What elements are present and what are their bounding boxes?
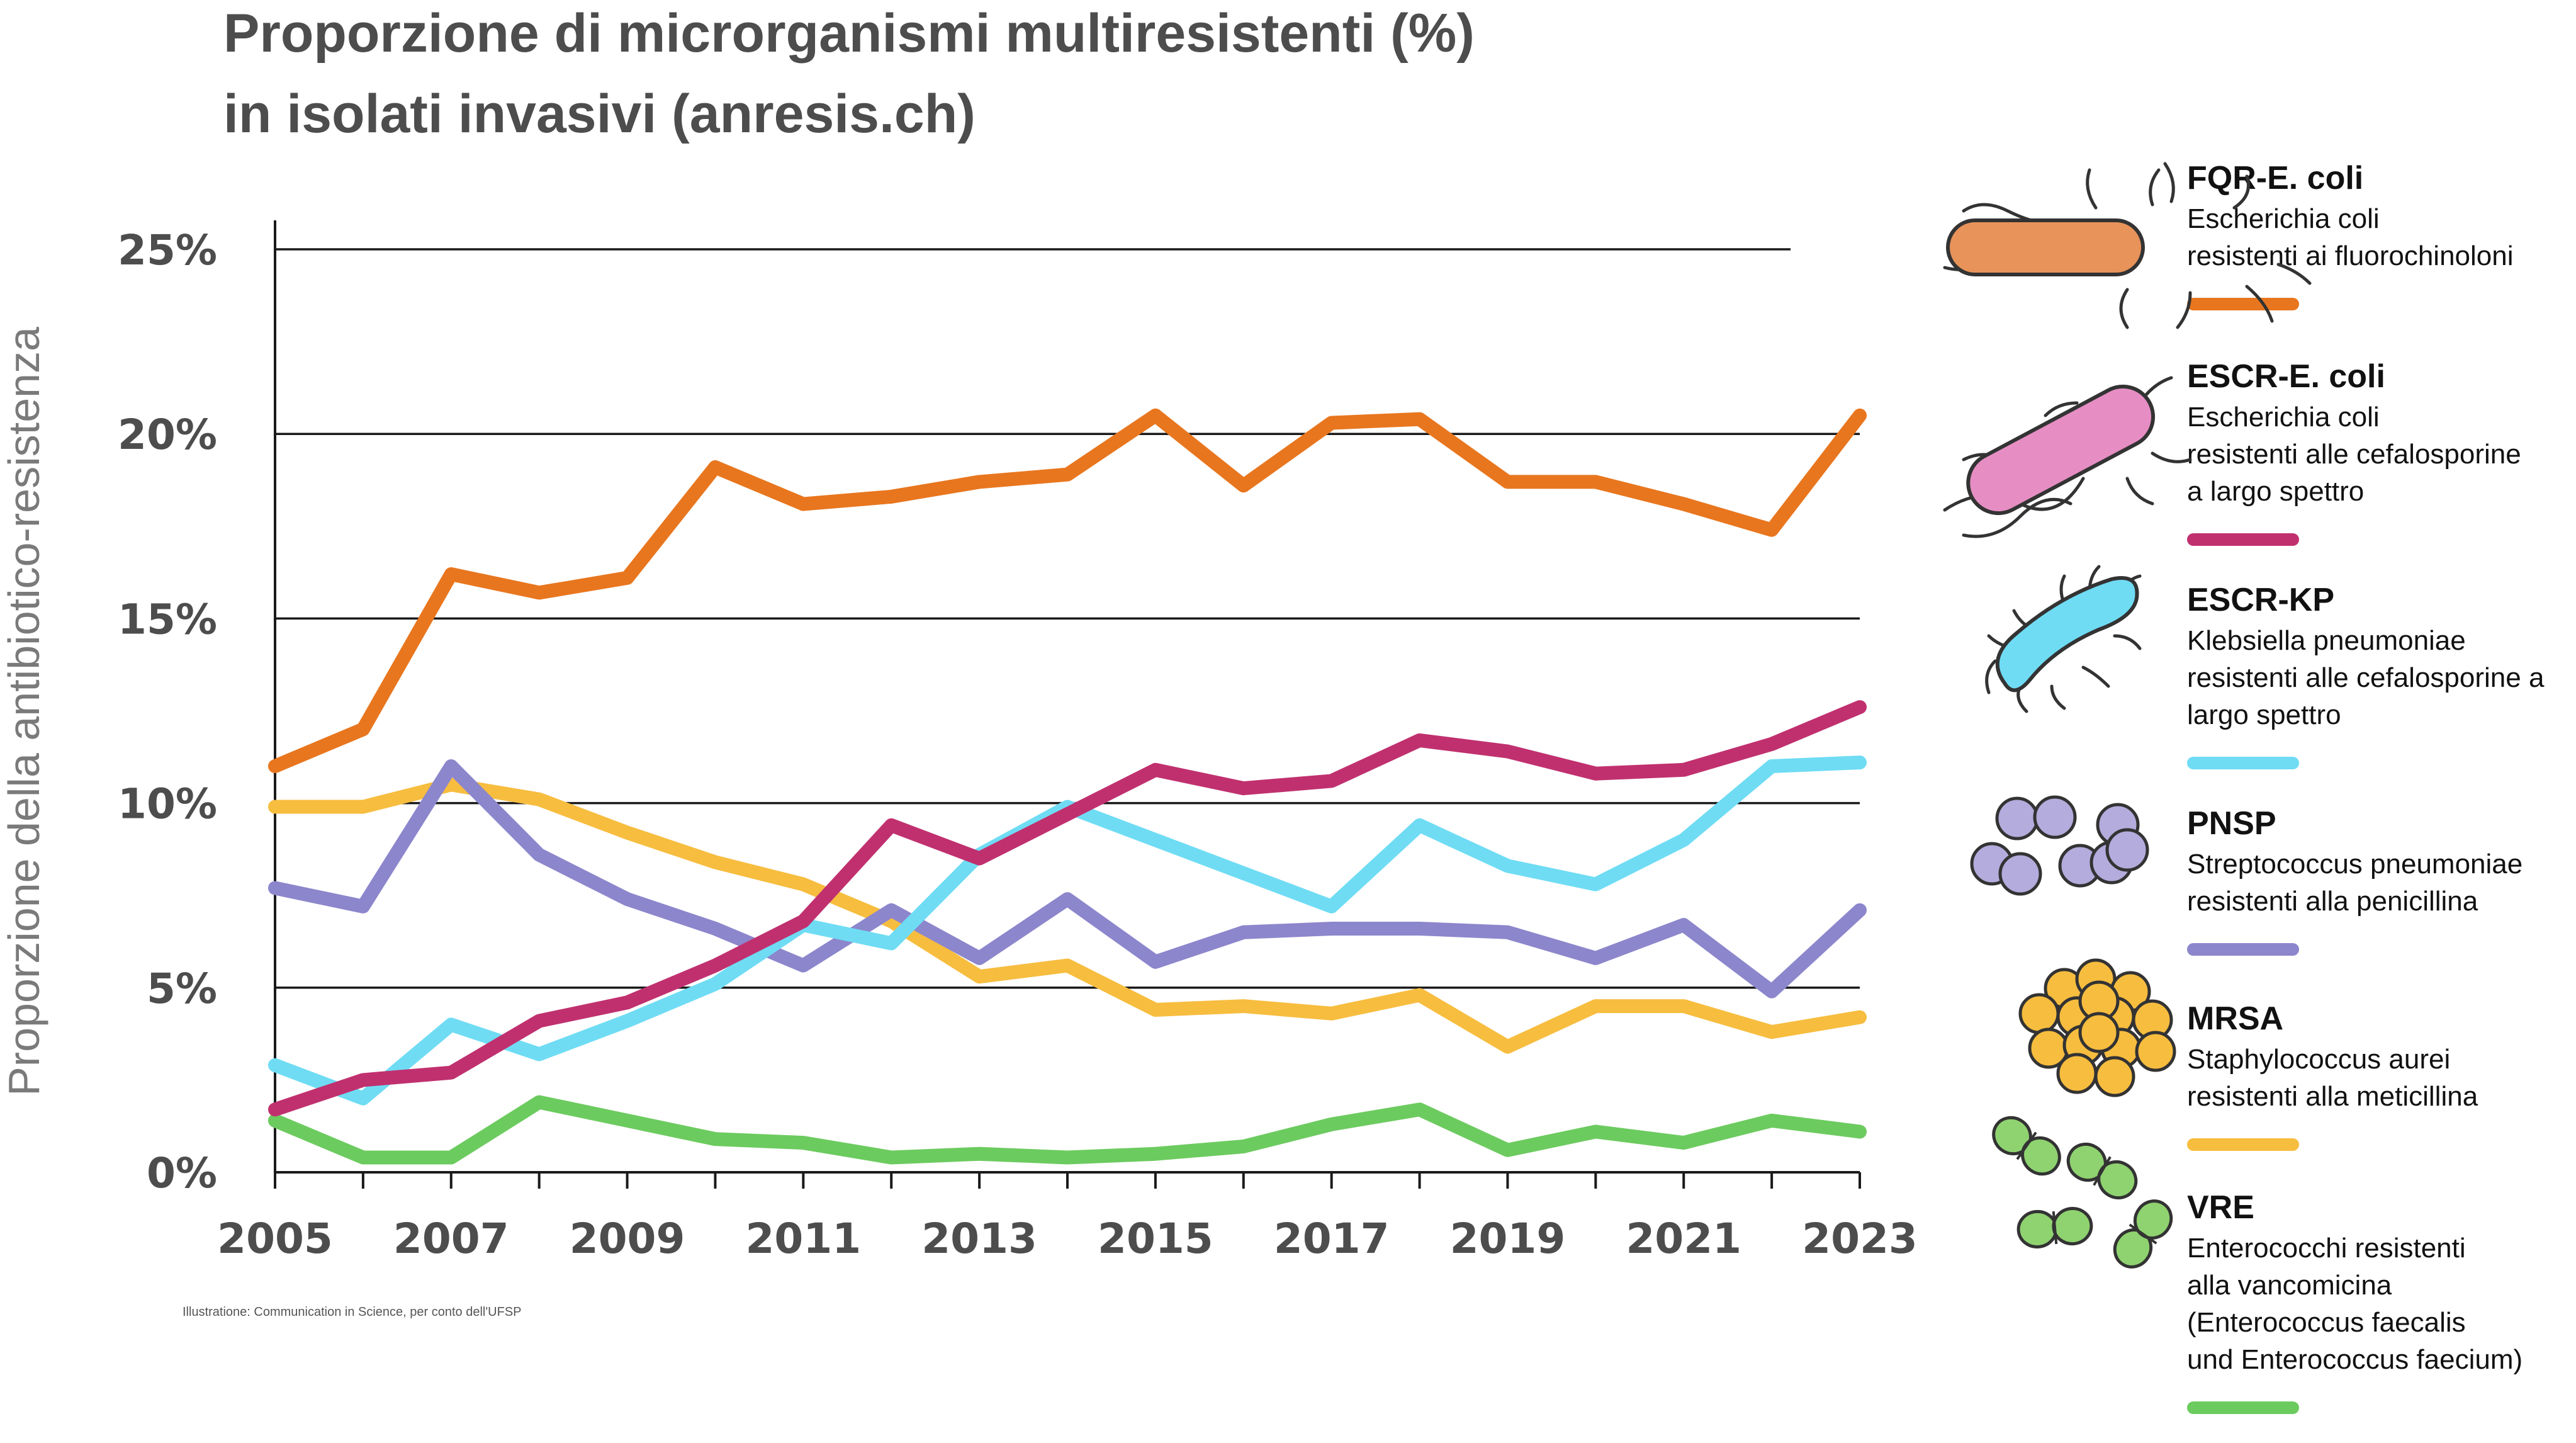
- legend-description-line: Enterococchi resistenti: [2187, 1233, 2466, 1264]
- diplococcus-purple-icon: [1970, 795, 2149, 896]
- y-tick-label: 5%: [147, 965, 217, 1013]
- legend-description-line: Staphylococcus aurei: [2187, 1044, 2450, 1075]
- legend-description-line: resistenti ai fluorochinoloni: [2187, 241, 2514, 271]
- legend-description-line: Escherichia coli: [2187, 203, 2380, 234]
- y-tick-label: 0%: [147, 1149, 217, 1197]
- x-tick-label: 2019: [1450, 1214, 1566, 1263]
- y-tick-label: 25%: [118, 226, 217, 274]
- x-tick-label: 2007: [393, 1214, 509, 1263]
- x-tick-label: 2011: [745, 1214, 861, 1263]
- legend-entry: MRSA Staphylococcus aurei resistenti alla …: [2187, 1000, 2478, 1151]
- legend-entry: PNSP Streptococcus pneumoniae resistenti a…: [2187, 805, 2523, 956]
- series-line-fqr-e-coli: [268, 408, 1867, 773]
- legend-title: VRE: [2187, 1189, 2254, 1226]
- legend-title: ESCR-KP: [2187, 582, 2334, 618]
- legend-title: ESCR-E. coli: [2187, 358, 2385, 395]
- x-tick-labels: 2005 2007 2009 2011 2013 2015 2017 2019 2021 2023: [217, 1214, 1918, 1263]
- legend: FQR-E. coli Escherichia coli resistenti ai…: [1943, 160, 2545, 1414]
- legend-description-line: Escherichia coli: [2187, 402, 2380, 433]
- legend-description-line: Streptococcus pneumoniae: [2187, 849, 2523, 880]
- legend-description-line: und Enterococcus faecium): [2187, 1344, 2523, 1375]
- chart-title: Proporzione di microrganismi multiresist…: [223, 3, 1475, 144]
- rod-bacterium-orange-icon: [1943, 162, 2312, 329]
- legend-description-line: resistenti alla meticillina: [2187, 1081, 2478, 1112]
- credit-text: Illustratione: Communication in Science,…: [183, 1305, 522, 1319]
- x-tick-label: 2013: [921, 1214, 1037, 1263]
- y-tick-label: 10%: [118, 780, 217, 829]
- legend-entry: FQR-E. coli Escherichia coli resistenti ai…: [2187, 160, 2514, 310]
- staphylococcus-yellow-icon: [2018, 958, 2176, 1097]
- series-lines: [268, 408, 1867, 1165]
- series-line-mrsa: [268, 778, 1867, 1054]
- x-tick-label: 2017: [1274, 1214, 1390, 1263]
- series-line-vre: [268, 1095, 1867, 1165]
- legend-description-line: resistenti alle cefalosporine a: [2187, 662, 2545, 693]
- credit: Illustratione: Communication in Science,…: [183, 1305, 522, 1319]
- y-tick-label: 20%: [118, 410, 217, 459]
- axes: [274, 220, 1861, 1189]
- legend-description-line: (Enterococcus faecalis: [2187, 1307, 2466, 1338]
- series-line-escr-e-coli: [268, 700, 1867, 1117]
- legend-title: MRSA: [2187, 1000, 2283, 1037]
- legend-description-line: alla vancomicina: [2187, 1270, 2392, 1301]
- legend-title: FQR-E. coli: [2187, 160, 2363, 196]
- legend-description-line: Klebsiella pneumoniae: [2187, 625, 2466, 656]
- x-tick-label: 2021: [1626, 1214, 1741, 1263]
- chart-title-line: in isolati invasivi (anresis.ch): [223, 84, 976, 144]
- x-tick-label: 2005: [217, 1214, 333, 1263]
- legend-entry: ESCR-KP Klebsiella pneumoniae resistenti a…: [2187, 582, 2545, 769]
- legend-entry: VRE Enterococchi resistenti alla vancomici…: [2187, 1189, 2523, 1414]
- legend-entry: ESCR-E. coli Escherichia coli resistenti a…: [2187, 358, 2521, 546]
- legend-description-line: resistenti alle cefalosporine: [2187, 439, 2521, 470]
- y-axis-label: Proporzione della antibiotico-resistenza: [0, 327, 48, 1096]
- x-tick-label: 2023: [1802, 1214, 1918, 1263]
- y-tick-label: 15%: [118, 595, 217, 643]
- rod-bacterium-pink-icon: [1943, 376, 2192, 538]
- x-tick-label: 2009: [570, 1214, 685, 1263]
- legend-description-line: largo spettro: [2187, 699, 2341, 730]
- curved-bacterium-blue-icon: [1985, 565, 2142, 713]
- y-axis-label-text: Proporzione della antibiotico-resistenza: [0, 327, 48, 1096]
- enterococcus-green-icon: [1992, 1116, 2173, 1269]
- legend-description-line: a largo spettro: [2187, 476, 2364, 507]
- x-tick-label: 2015: [1098, 1214, 1213, 1263]
- legend-title: PNSP: [2187, 805, 2276, 842]
- y-tick-labels: 0% 5% 10% 15% 20% 25%: [118, 226, 217, 1197]
- series-line-pnsp: [268, 759, 1867, 999]
- legend-description-line: resistenti alla penicillina: [2187, 886, 2478, 917]
- chart-title-line: Proporzione di microrganismi multiresist…: [223, 3, 1475, 64]
